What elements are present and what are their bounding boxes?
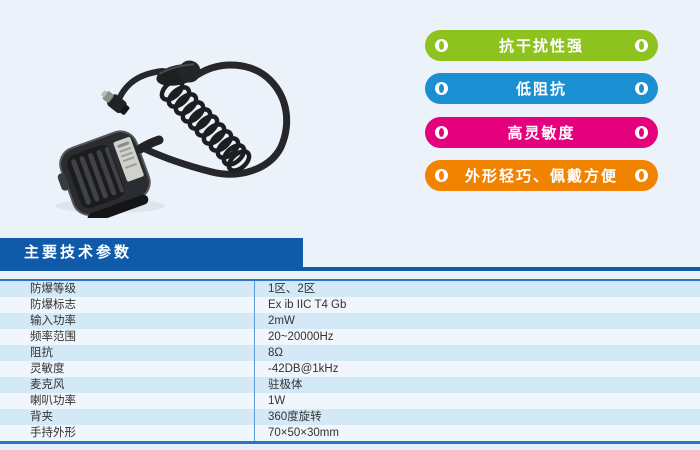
- coiled-cord: [159, 78, 252, 173]
- badge-bullet-icon: [635, 39, 648, 52]
- product-image: [55, 60, 291, 218]
- table-row: 防爆标志 Ex ib IIC T4 Gb: [0, 297, 700, 313]
- badge-bullet-icon: [435, 169, 448, 182]
- strain-relief: [135, 135, 164, 154]
- spec-value: 2mW: [254, 313, 700, 329]
- spec-value: 驻极体: [254, 377, 700, 393]
- spec-label: 背夹: [30, 411, 53, 423]
- section-title-bar: 主要技术参数: [0, 238, 303, 267]
- table-row: 麦克风 驻极体: [0, 377, 700, 393]
- badge-bullet-icon: [435, 39, 448, 52]
- table-row: 手持外形 70×50×30mm: [0, 425, 700, 441]
- table-row: 阻抗 8Ω: [0, 345, 700, 361]
- table-row: 背夹 360度旋转: [0, 409, 700, 425]
- spec-label: 手持外形: [30, 427, 76, 439]
- feature-badge-high-sensitivity: 高灵敏度: [425, 117, 658, 148]
- badge-bullet-icon: [635, 126, 648, 139]
- spec-value: 1区、2区: [254, 281, 700, 297]
- badge-label: 抗干扰性强: [498, 38, 584, 55]
- badge-bullet-icon: [635, 169, 648, 182]
- feature-badge-anti-interference: 抗干扰性强: [425, 30, 658, 61]
- spec-label: 输入功率: [30, 315, 76, 327]
- spec-label: 频率范围: [30, 331, 76, 343]
- spec-label: 灵敏度: [30, 363, 65, 375]
- spec-value: 8Ω: [254, 345, 700, 361]
- table-row: 频率范围 20~20000Hz: [0, 329, 700, 345]
- table-row: 输入功率 2mW: [0, 313, 700, 329]
- speaker-mic-body: [57, 130, 151, 218]
- spec-value: -42DB@1kHz: [254, 361, 700, 377]
- feature-badges: 抗干扰性强 低阻抗 高灵敏度 外形轻巧、佩戴方便: [425, 0, 658, 220]
- spec-value: 20~20000Hz: [254, 329, 700, 345]
- belt-clip: [87, 194, 149, 218]
- badge-bullet-icon: [435, 126, 448, 139]
- spec-value: 1W: [254, 393, 700, 409]
- feature-badge-compact-wearable: 外形轻巧、佩戴方便: [425, 160, 658, 191]
- table-row: 灵敏度 -42DB@1kHz: [0, 361, 700, 377]
- badge-bullet-icon: [435, 82, 448, 95]
- cable-loop: [139, 61, 291, 178]
- connector-plug-icon: [101, 90, 130, 115]
- cable-junction: [156, 60, 201, 86]
- badge-label: 低阻抗: [515, 81, 567, 98]
- table-row: 防爆等级 1区、2区: [0, 281, 700, 297]
- spec-value: 70×50×30mm: [254, 425, 700, 441]
- spec-table: 防爆等级 1区、2区 防爆标志 Ex ib IIC T4 Gb 输入功率 2mW…: [0, 279, 700, 444]
- page-bottom-strip: [0, 444, 700, 450]
- spec-label: 阻抗: [30, 347, 53, 359]
- spec-label: 防爆标志: [30, 299, 76, 311]
- spec-value: 360度旋转: [254, 409, 700, 425]
- spec-label: 防爆等级: [30, 283, 76, 295]
- table-row: 喇叭功率 1W: [0, 393, 700, 409]
- badge-label: 高灵敏度: [507, 125, 576, 142]
- spec-label: 喇叭功率: [30, 395, 76, 407]
- side-button: [57, 173, 70, 191]
- spec-value: Ex ib IIC T4 Gb: [254, 297, 700, 313]
- feature-badge-low-impedance: 低阻抗: [425, 73, 658, 104]
- spec-label: 麦克风: [30, 379, 65, 391]
- badge-bullet-icon: [635, 82, 648, 95]
- badge-label: 外形轻巧、佩戴方便: [464, 168, 618, 185]
- section-title-underline: [0, 267, 700, 271]
